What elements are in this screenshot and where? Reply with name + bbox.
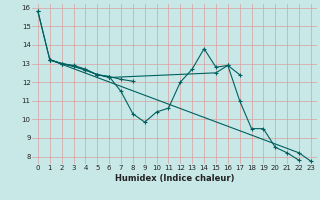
X-axis label: Humidex (Indice chaleur): Humidex (Indice chaleur) [115, 174, 234, 183]
